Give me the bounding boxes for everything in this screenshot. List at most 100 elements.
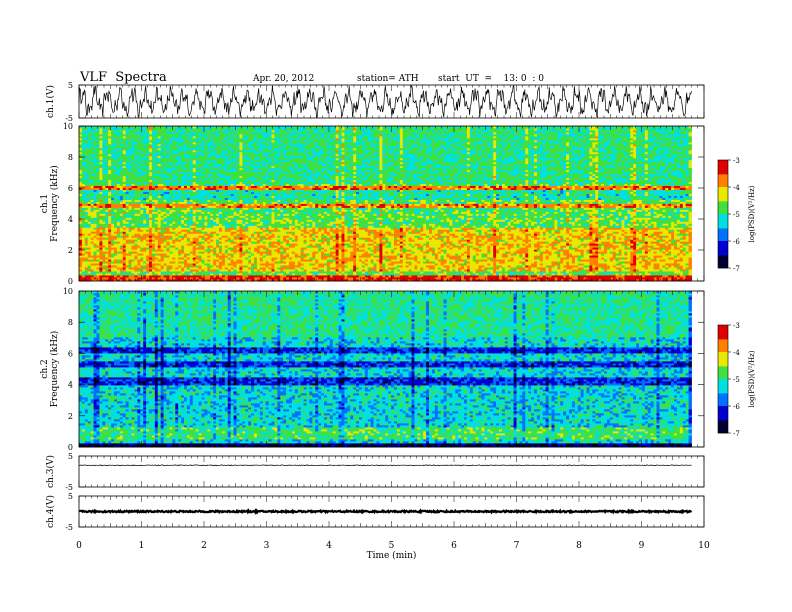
spectrogram-cell <box>650 267 654 270</box>
spectrogram-cell <box>531 275 535 278</box>
spectrogram-cell <box>361 271 366 274</box>
spectrogram-cell <box>516 273 520 276</box>
spectrogram-cell <box>157 273 162 276</box>
spectrogram-cell <box>592 271 596 274</box>
spectrogram-cell <box>551 269 555 272</box>
spectrogram-cell <box>609 275 614 278</box>
spectrogram-cell <box>519 279 523 282</box>
spectrogram-cell <box>341 279 345 282</box>
spectrogram-cell <box>455 269 459 272</box>
spectrogram-cell <box>122 273 127 276</box>
spectrogram-cell <box>542 265 547 268</box>
spectrogram-cell <box>388 277 392 280</box>
spectrogram-cell <box>566 273 570 276</box>
spectrogram-cell <box>283 269 287 272</box>
spectrogram-cell <box>210 269 214 272</box>
spectrogram-cell <box>522 279 526 282</box>
spectrogram-cell <box>504 263 509 266</box>
spectrogram-cell <box>216 275 220 278</box>
spectrogram-cell <box>361 265 366 268</box>
spectrogram-cell <box>271 269 275 272</box>
spectrogram-cell <box>408 275 412 278</box>
spectrogram-cell <box>303 265 307 268</box>
spectrogram-cell <box>542 271 547 274</box>
spectrogram-cell <box>461 277 465 280</box>
spectrogram-cell <box>396 279 401 282</box>
spectrogram-cell <box>178 271 182 274</box>
spectrogram-cell <box>245 271 249 274</box>
spectrogram-cell <box>574 269 579 272</box>
spectrogram-cell <box>81 279 86 282</box>
spectrogram-cell <box>151 269 156 272</box>
spectrogram-cell <box>528 273 532 276</box>
spectrogram-cell <box>300 267 304 270</box>
spectrogram-cell <box>656 273 660 276</box>
spectrogram-cell <box>324 269 328 272</box>
spectrogram-cell <box>99 261 103 264</box>
spectrogram-cell <box>347 265 351 268</box>
spectrogram-cell <box>475 279 479 282</box>
spectrogram-cell <box>598 273 602 276</box>
spectrogram-cell <box>338 265 342 268</box>
spectrogram-cell <box>618 275 622 278</box>
spectrogram-cell <box>493 279 497 282</box>
spectrogram-cell <box>364 263 369 266</box>
spectrogram-cell <box>324 267 328 270</box>
spectrogram-cell <box>557 267 561 270</box>
spectrogram-cell <box>391 267 395 270</box>
spectrogram-cell <box>531 277 535 280</box>
spectrogram-cell <box>303 267 307 270</box>
spectrogram-cell <box>294 279 299 282</box>
spectrogram-cell <box>615 267 619 270</box>
spectrogram-cell <box>119 273 124 276</box>
spectrogram-cell <box>458 265 462 268</box>
spectrogram-cell <box>420 273 424 276</box>
spectrogram-cell <box>592 277 596 280</box>
spectrogram-cell <box>151 279 156 282</box>
spectrogram-cell <box>227 265 232 268</box>
spectrogram-cell <box>668 269 672 272</box>
spectrogram-cell <box>268 269 272 272</box>
spectrogram-cell <box>230 277 234 280</box>
spectrogram-cell <box>216 271 220 274</box>
spectrogram-cell <box>344 265 348 268</box>
spectrogram-cell <box>283 279 287 282</box>
spectrogram-cell <box>545 265 549 268</box>
spectrogram-cell <box>286 277 290 280</box>
spectrogram-cell <box>154 273 159 276</box>
spectrogram-cell <box>466 265 471 268</box>
spectrogram-cell <box>373 267 377 270</box>
spectrogram-cell <box>277 267 281 270</box>
spectrogram-cell <box>102 265 106 268</box>
spectrogram-cell <box>650 265 654 268</box>
spectrogram-cell <box>382 279 386 282</box>
spectrogram-cell <box>93 279 97 282</box>
spectrogram-cell <box>665 271 669 274</box>
spectrogram-cell <box>423 265 427 268</box>
spectrogram-cell <box>388 267 392 270</box>
spectrogram-cell <box>525 271 529 274</box>
spectrogram-cell <box>630 275 634 278</box>
spectrogram-cell <box>172 267 176 270</box>
spectrogram-cell <box>189 263 194 266</box>
spectrogram-cell <box>665 265 669 268</box>
spectrogram-cell <box>379 277 383 280</box>
spectrogram-cell <box>324 275 328 278</box>
spectrogram-cell <box>128 277 132 280</box>
spectrogram-cell <box>688 275 692 278</box>
spectrogram-cell <box>224 277 229 280</box>
spectrogram-cell <box>650 269 654 272</box>
spectrogram-cell <box>189 265 194 268</box>
spectrogram-cell <box>641 265 646 268</box>
spectrogram-cell <box>571 269 576 272</box>
spectrogram-cell <box>376 273 380 276</box>
spectrogram-cell <box>557 279 561 282</box>
spectrogram-cell <box>221 273 226 276</box>
spectrogram-cell <box>353 265 357 268</box>
spectrogram-cell <box>548 267 552 270</box>
spectrogram-cell <box>359 275 363 278</box>
spectrogram-cell <box>376 269 380 272</box>
spectrogram-cell <box>341 271 345 274</box>
spectrogram-cell <box>423 269 427 272</box>
spectrogram-cell <box>668 273 672 276</box>
